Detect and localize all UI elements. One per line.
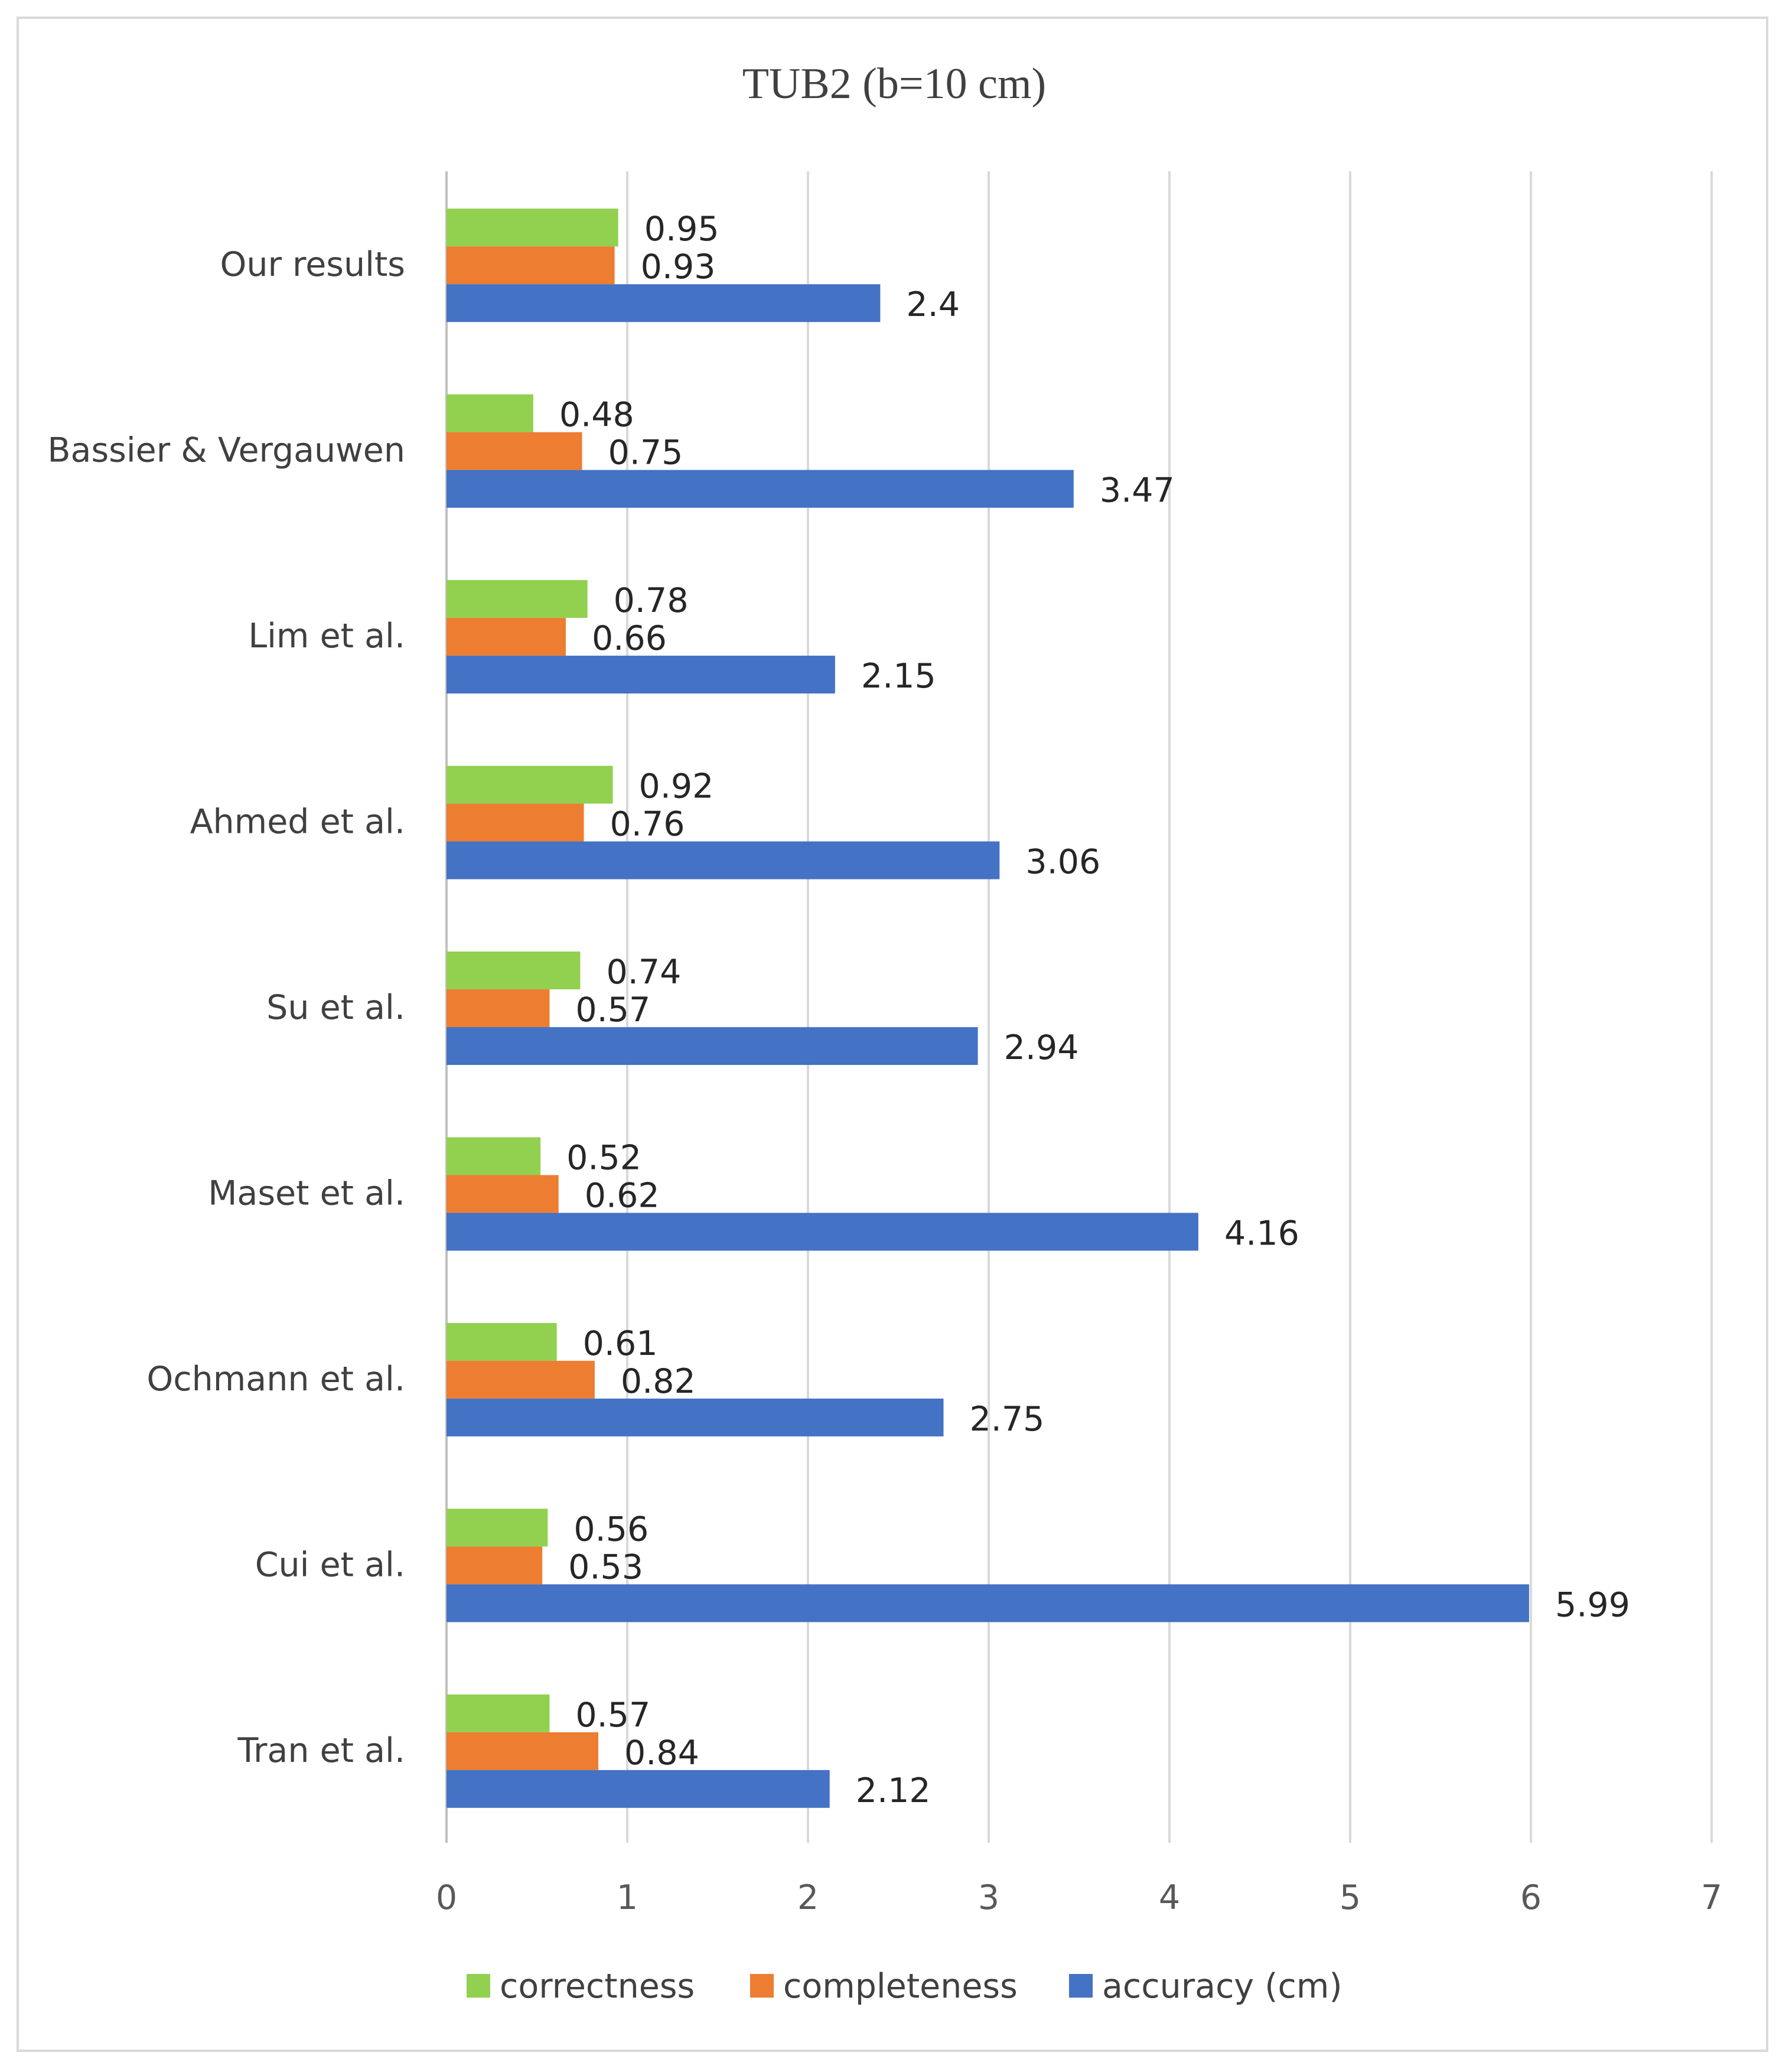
- category-label: Lim et al.: [248, 617, 405, 656]
- bar-correctness: [447, 580, 588, 618]
- bar-correctness: [447, 1509, 548, 1547]
- data-label: 0.74: [606, 953, 681, 992]
- x-tick-label: 4: [1159, 1878, 1180, 1917]
- category-label: Maset et al.: [208, 1174, 405, 1213]
- data-label: 0.78: [614, 581, 689, 620]
- data-label: 2.15: [861, 657, 936, 696]
- data-label: 3.47: [1100, 471, 1175, 510]
- data-label: 0.56: [573, 1510, 649, 1549]
- x-tick-label: 2: [797, 1878, 819, 1917]
- data-label: 2.75: [970, 1400, 1045, 1439]
- data-label: 0.82: [621, 1362, 696, 1401]
- data-label: 0.62: [585, 1176, 660, 1215]
- x-tick-label: 3: [978, 1878, 999, 1917]
- bar-correctness: [447, 952, 581, 989]
- bar-correctness: [447, 1694, 550, 1732]
- category-label: Su et al.: [266, 988, 405, 1027]
- x-axis-ticks: 0 1 2 3 4 5 6 7: [436, 1878, 1722, 1917]
- legend-label: completeness: [783, 1967, 1018, 2006]
- data-label: 0.92: [639, 767, 714, 806]
- data-label: 0.57: [575, 1696, 650, 1735]
- bar-accuracy-cm: [447, 1770, 830, 1808]
- data-label: 0.93: [641, 247, 716, 286]
- data-label: 0.84: [624, 1734, 699, 1773]
- data-label: 0.76: [610, 805, 685, 844]
- category-label: Ahmed et al.: [190, 803, 405, 842]
- x-tick-label: 7: [1701, 1878, 1722, 1917]
- data-label: 0.52: [566, 1138, 641, 1177]
- bar-correctness: [447, 765, 613, 804]
- data-label: 2.12: [856, 1771, 931, 1810]
- bar-accuracy-cm: [447, 1398, 944, 1436]
- legend-swatch: [750, 1974, 774, 1998]
- bars: [447, 208, 1529, 1808]
- data-label: 2.4: [906, 285, 960, 324]
- data-label: 3.06: [1025, 843, 1100, 882]
- bar-accuracy-cm: [447, 1027, 978, 1065]
- chart-title: TUB2 (b=10 cm): [742, 60, 1046, 108]
- legend-swatch: [467, 1974, 490, 1998]
- legend-swatch: [1069, 1974, 1093, 1998]
- bar-accuracy-cm: [447, 656, 835, 694]
- bar-completeness: [447, 1175, 559, 1213]
- category-label: Ochmann et al.: [146, 1360, 405, 1399]
- data-label: 0.61: [583, 1324, 658, 1363]
- bar-accuracy-cm: [447, 1213, 1198, 1251]
- data-label: 0.66: [592, 619, 667, 658]
- bar-accuracy-cm: [447, 841, 1000, 879]
- bar-completeness: [447, 1360, 595, 1399]
- data-label: 5.99: [1555, 1585, 1630, 1624]
- category-label: Bassier & Vergauwen: [47, 431, 405, 470]
- bar-completeness: [447, 432, 582, 470]
- data-labels: 0.950.932.40.480.753.470.780.662.150.920…: [559, 210, 1630, 1810]
- data-label: 0.95: [644, 210, 719, 249]
- bar-correctness: [447, 208, 618, 247]
- bar-accuracy-cm: [447, 284, 881, 322]
- data-label: 0.48: [559, 396, 634, 435]
- bar-correctness: [447, 1137, 541, 1175]
- legend: correctness completeness accuracy (cm): [467, 1967, 1342, 2006]
- bar-accuracy-cm: [447, 470, 1074, 508]
- category-labels: Our results Bassier & Vergauwen Lim et al.…: [47, 245, 405, 1770]
- bar-completeness: [447, 1732, 599, 1770]
- data-label: 4.16: [1224, 1214, 1299, 1253]
- x-tick-label: 1: [617, 1878, 638, 1917]
- bar-completeness: [447, 989, 550, 1027]
- category-label: Our results: [220, 245, 406, 284]
- x-tick-label: 5: [1340, 1878, 1361, 1917]
- data-label: 2.94: [1004, 1028, 1079, 1067]
- x-tick-label: 0: [436, 1878, 457, 1917]
- bar-correctness: [447, 1322, 557, 1361]
- category-label: Tran et al.: [237, 1731, 405, 1770]
- x-tick-label: 6: [1520, 1878, 1542, 1917]
- bar-completeness: [447, 803, 584, 842]
- data-label: 0.57: [575, 991, 650, 1030]
- data-label: 0.53: [568, 1548, 643, 1586]
- data-label: 0.75: [608, 434, 683, 473]
- bar-completeness: [447, 246, 615, 285]
- legend-label: accuracy (cm): [1102, 1967, 1342, 2006]
- bar-accuracy-cm: [447, 1584, 1529, 1623]
- bar-completeness: [447, 618, 566, 656]
- bar-completeness: [447, 1546, 543, 1585]
- bar-correctness: [447, 394, 533, 432]
- legend-label: correctness: [500, 1967, 695, 2006]
- category-label: Cui et al.: [255, 1545, 405, 1584]
